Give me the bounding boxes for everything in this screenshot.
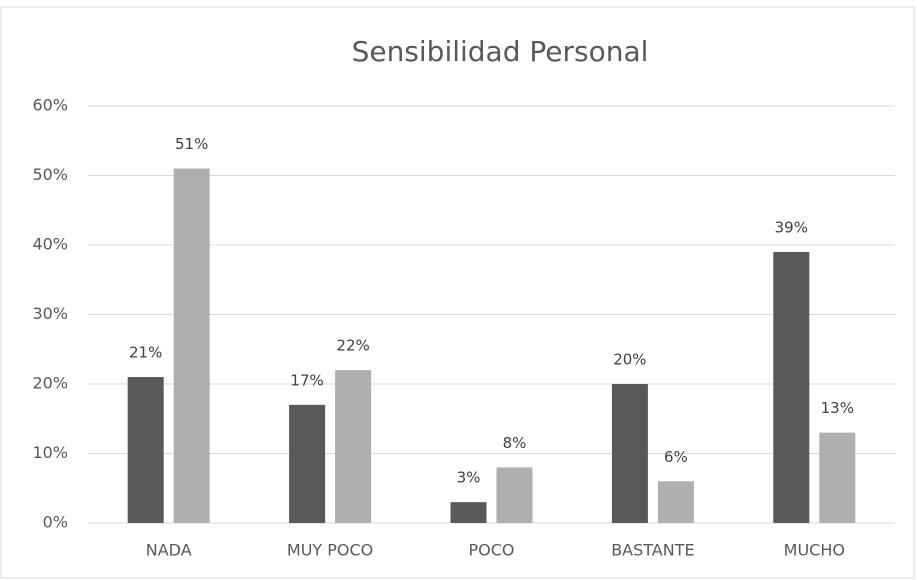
data-label: 6% (664, 448, 688, 466)
bar (173, 168, 210, 524)
bar (450, 502, 487, 523)
bar (289, 404, 326, 523)
data-label: 39% (775, 218, 808, 236)
y-tick-label: 10% (32, 443, 68, 462)
x-tick-label: BASTANTE (611, 541, 694, 560)
bar (611, 384, 648, 523)
x-tick-label: MUCHO (784, 541, 845, 560)
y-tick-label: 30% (32, 304, 68, 323)
x-tick-label: POCO (468, 541, 514, 560)
y-tick-label: 50% (32, 165, 68, 184)
y-tick-label: 0% (43, 513, 68, 532)
bar (127, 377, 164, 523)
data-label: 3% (457, 469, 481, 487)
x-tick-label: NADA (146, 541, 192, 560)
data-label: 17% (290, 371, 323, 389)
data-label: 20% (613, 351, 646, 369)
chart-title: Sensibilidad Personal (352, 35, 649, 68)
y-tick-label: 20% (32, 374, 68, 393)
data-label: 21% (129, 344, 162, 362)
bar (819, 432, 856, 523)
bar (496, 467, 533, 523)
data-label: 13% (821, 399, 854, 417)
data-label: 51% (175, 135, 208, 153)
bar (773, 251, 810, 523)
bar (335, 370, 372, 523)
x-tick-label: MUY POCO (287, 541, 373, 560)
bar (657, 481, 694, 523)
data-label: 22% (336, 337, 369, 355)
y-tick-label: 40% (32, 235, 68, 254)
data-label: 8% (503, 434, 527, 452)
y-tick-label: 60% (32, 96, 68, 115)
